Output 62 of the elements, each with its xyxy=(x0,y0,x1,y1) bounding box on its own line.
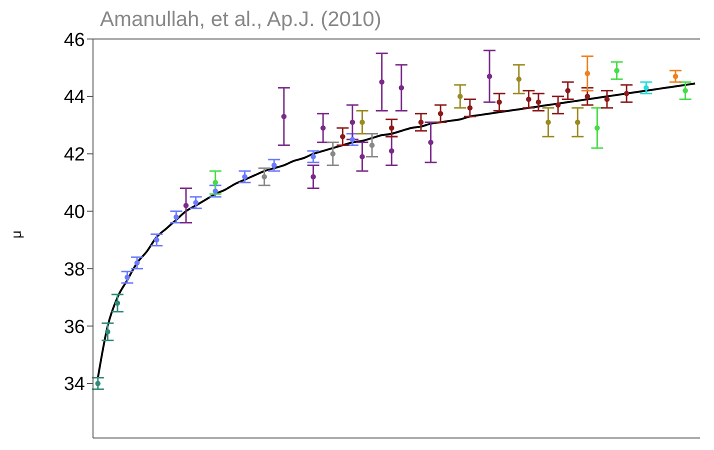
point xyxy=(604,96,610,102)
point xyxy=(350,136,356,142)
point xyxy=(574,120,580,125)
point xyxy=(379,79,384,85)
line-series xyxy=(96,82,696,379)
point xyxy=(438,110,444,116)
y-tick-label: 40 xyxy=(64,202,85,223)
point xyxy=(114,300,120,306)
y-tick-label: 34 xyxy=(64,374,86,396)
text: Amanullah, et al., Ap.J. (2010) xyxy=(100,8,382,32)
point xyxy=(369,142,375,148)
point xyxy=(340,134,346,140)
point xyxy=(526,96,532,102)
point xyxy=(310,154,316,160)
point xyxy=(398,85,404,90)
point xyxy=(418,120,424,125)
point xyxy=(555,102,561,108)
point xyxy=(467,105,473,111)
point xyxy=(193,200,198,206)
point xyxy=(546,120,551,125)
y-tick-label: 44 xyxy=(64,87,86,108)
point xyxy=(174,214,179,220)
point xyxy=(594,125,600,131)
point xyxy=(672,74,678,79)
y-tick-label: 38 xyxy=(64,259,85,280)
point xyxy=(644,85,649,90)
point xyxy=(212,188,218,194)
y-tick-label: 36 xyxy=(64,316,85,338)
point xyxy=(624,90,630,96)
y-tick-label: 46 xyxy=(64,30,85,51)
point xyxy=(281,114,287,120)
point xyxy=(183,202,189,208)
point xyxy=(134,260,140,266)
point xyxy=(242,174,248,180)
point xyxy=(516,76,522,82)
point xyxy=(320,125,326,131)
y-tick-label: 42 xyxy=(64,144,85,166)
point xyxy=(262,174,267,180)
point xyxy=(584,94,590,100)
point xyxy=(310,174,316,180)
point xyxy=(388,148,394,154)
point xyxy=(330,151,336,156)
point xyxy=(271,162,277,168)
point xyxy=(388,125,394,131)
point xyxy=(682,88,688,94)
point xyxy=(212,180,218,186)
point xyxy=(614,68,620,74)
point xyxy=(428,140,434,145)
point xyxy=(496,100,502,105)
point xyxy=(350,120,356,125)
point xyxy=(105,329,110,334)
point xyxy=(360,120,365,125)
point xyxy=(154,237,160,243)
point xyxy=(95,380,101,386)
point xyxy=(124,274,130,280)
point xyxy=(360,154,365,160)
point xyxy=(486,74,492,79)
point xyxy=(565,88,570,94)
y-axis-title: μ xyxy=(8,230,24,238)
point xyxy=(536,100,542,105)
point xyxy=(457,94,463,100)
point xyxy=(584,70,590,76)
